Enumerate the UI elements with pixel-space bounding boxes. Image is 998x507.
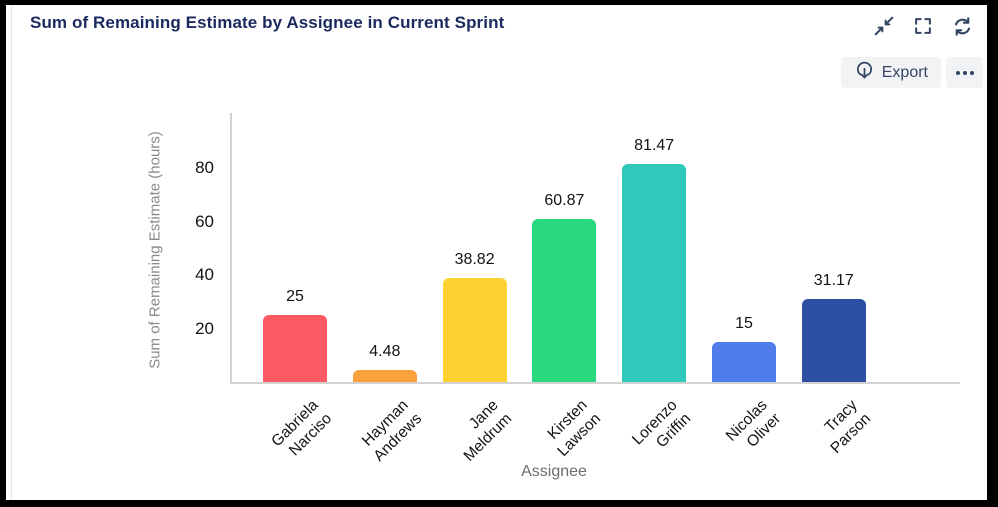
ellipsis-icon	[969, 70, 974, 75]
y-tick-label: 60	[195, 211, 214, 231]
bar[interactable]	[801, 299, 866, 382]
bar-value-label: 31.17	[813, 272, 854, 289]
export-button-label: Export	[881, 63, 928, 81]
refresh-button[interactable]	[949, 13, 975, 39]
chart-toolbar: Export	[840, 57, 983, 88]
y-tick-label: 20	[195, 318, 214, 338]
page-title: Sum of Remaining Estimate by Assignee in…	[30, 13, 505, 32]
header-icon-group	[871, 13, 975, 39]
bar-value-label: 60.87	[544, 192, 585, 209]
fullscreen-button[interactable]	[910, 13, 936, 39]
bar-chart: Sum of Remaining Estimate (hours) Assign…	[6, 100, 987, 500]
fullscreen-icon	[912, 15, 934, 37]
panel-edge-divider	[11, 5, 12, 500]
refresh-icon	[951, 15, 974, 38]
y-axis-line	[230, 113, 232, 382]
bar[interactable]	[263, 315, 327, 382]
bar[interactable]	[622, 164, 687, 382]
y-tick-label: 80	[195, 158, 214, 178]
collapse-button[interactable]	[871, 13, 897, 39]
export-button[interactable]: Export	[840, 57, 941, 88]
x-axis-title: Assignee	[521, 463, 587, 480]
y-tick-label: 40	[195, 265, 214, 285]
y-axis-title: Sum of Remaining Estimate (hours)	[146, 131, 164, 369]
export-download-icon	[854, 60, 875, 86]
bar[interactable]	[712, 342, 776, 382]
ellipsis-icon	[962, 70, 967, 75]
bar-value-label: 4.48	[369, 343, 401, 360]
bar-value-label: 15	[735, 315, 753, 332]
x-axis-line	[230, 382, 960, 384]
gadget-card: Sum of Remaining Estimate by Assignee in…	[6, 5, 987, 500]
bar[interactable]	[532, 219, 597, 382]
bar[interactable]	[442, 278, 507, 382]
bar-value-label: 38.82	[454, 251, 495, 268]
bar-value-label: 81.47	[634, 137, 675, 154]
bar-value-label: 25	[286, 288, 304, 305]
collapse-icon	[873, 15, 895, 37]
bar[interactable]	[352, 370, 417, 382]
ellipsis-icon	[955, 70, 960, 75]
more-options-button[interactable]	[946, 57, 983, 88]
